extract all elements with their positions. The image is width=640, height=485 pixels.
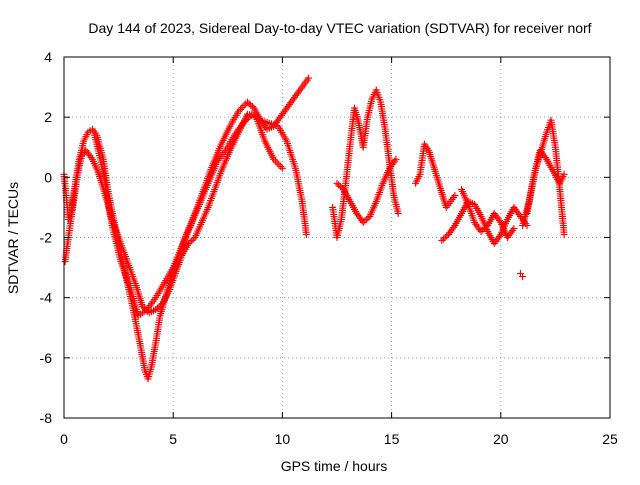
y-axis-label: SDTVAR / TECUs bbox=[5, 182, 21, 294]
y-tick-label: 4 bbox=[44, 49, 52, 65]
data-point-fill bbox=[155, 303, 163, 311]
data-point bbox=[302, 231, 310, 238]
data-point bbox=[510, 225, 518, 232]
data-point-fill bbox=[186, 238, 194, 246]
data-point bbox=[244, 98, 251, 106]
y-tick-label: 2 bbox=[44, 109, 52, 125]
data-point-fill bbox=[443, 232, 451, 240]
x-tick-label: 5 bbox=[169, 431, 177, 447]
data-markers bbox=[60, 74, 568, 383]
data-point bbox=[152, 306, 160, 314]
x-tick-label: 10 bbox=[275, 431, 291, 447]
data-point bbox=[333, 179, 341, 187]
data-point-fill bbox=[364, 214, 372, 222]
x-tick-label: 20 bbox=[493, 431, 509, 447]
axis-ticks: 0 5 10 15 20 25 -8 -6 -4 -2 0 2 4 bbox=[40, 49, 618, 447]
data-point-fill bbox=[363, 216, 370, 223]
y-tick-label: -2 bbox=[40, 230, 53, 246]
x-tick-label: 15 bbox=[384, 431, 400, 447]
data-point-fill bbox=[441, 234, 449, 241]
x-tick-label: 0 bbox=[60, 431, 68, 447]
data-point bbox=[394, 209, 402, 217]
data-point bbox=[477, 228, 485, 235]
data-point-fill bbox=[480, 225, 488, 232]
data-point bbox=[560, 231, 568, 238]
data-point-fill bbox=[335, 181, 343, 189]
x-axis-label: GPS time / hours bbox=[281, 458, 388, 474]
data-point-fill bbox=[440, 235, 447, 243]
data-point-fill bbox=[189, 235, 197, 243]
data-point-fill bbox=[479, 226, 487, 234]
data-point-fill bbox=[188, 237, 196, 244]
x-tick-label: 25 bbox=[602, 431, 618, 447]
data-point-fill bbox=[245, 100, 253, 108]
data-point-fill bbox=[361, 217, 369, 225]
data-point-fill bbox=[247, 101, 255, 109]
data-point bbox=[305, 74, 313, 82]
data-point-fill bbox=[336, 182, 344, 190]
y-tick-label: -6 bbox=[40, 350, 53, 366]
data-point bbox=[185, 240, 192, 247]
data-point bbox=[278, 164, 286, 172]
data-point bbox=[139, 303, 147, 311]
data-point bbox=[438, 237, 446, 244]
y-tick-label: -8 bbox=[40, 410, 53, 426]
data-point bbox=[519, 273, 527, 281]
y-tick-label: 0 bbox=[44, 169, 52, 185]
chart-title: Day 144 of 2023, Sidereal Day-to-day VTE… bbox=[88, 20, 591, 36]
data-point bbox=[392, 155, 400, 163]
y-tick-label: -4 bbox=[40, 290, 53, 306]
data-point-fill bbox=[153, 304, 161, 312]
data-point bbox=[359, 219, 367, 226]
data-point bbox=[560, 170, 568, 178]
data-point bbox=[451, 191, 459, 199]
